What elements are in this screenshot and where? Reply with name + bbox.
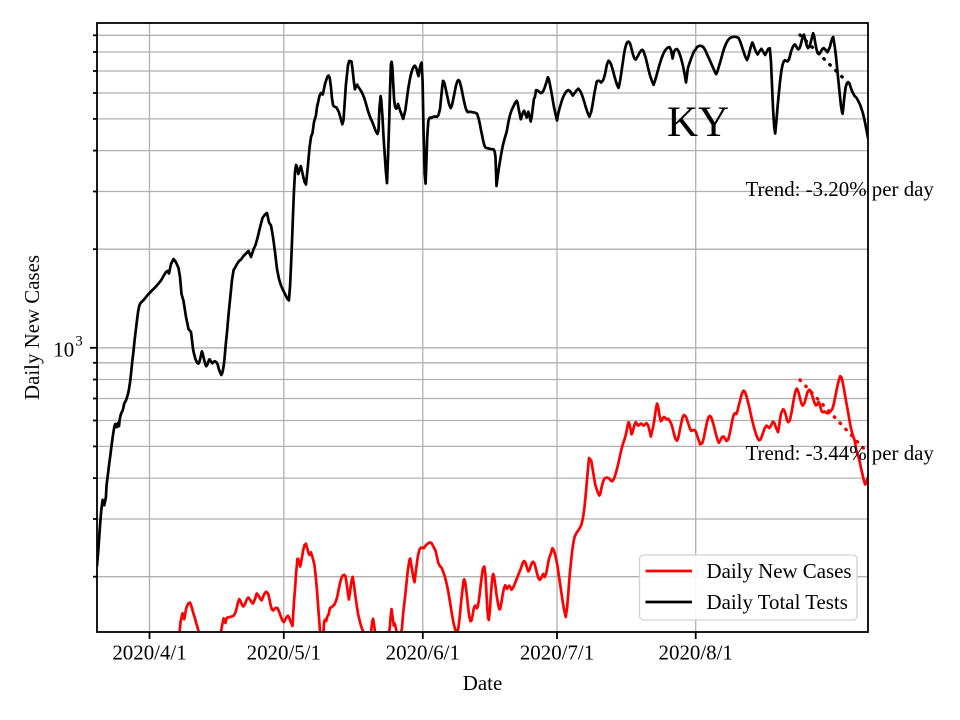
svg-text:Daily Total Tests: Daily Total Tests bbox=[707, 590, 848, 614]
svg-text:10: 10 bbox=[53, 338, 74, 362]
svg-text:2020/8/1: 2020/8/1 bbox=[659, 641, 733, 665]
svg-text:Date: Date bbox=[463, 671, 502, 695]
svg-text:Trend: -3.44% per day: Trend: -3.44% per day bbox=[746, 441, 935, 465]
svg-text:2020/7/1: 2020/7/1 bbox=[520, 641, 594, 665]
svg-text:Daily New Cases: Daily New Cases bbox=[707, 559, 852, 583]
svg-text:KY: KY bbox=[667, 99, 729, 146]
svg-text:3: 3 bbox=[75, 334, 83, 350]
svg-text:Trend: -3.20% per day: Trend: -3.20% per day bbox=[746, 177, 935, 201]
svg-text:Daily New Cases: Daily New Cases bbox=[20, 255, 44, 400]
svg-text:2020/5/1: 2020/5/1 bbox=[247, 641, 321, 665]
svg-text:2020/4/1: 2020/4/1 bbox=[112, 641, 186, 665]
svg-text:2020/6/1: 2020/6/1 bbox=[386, 641, 460, 665]
